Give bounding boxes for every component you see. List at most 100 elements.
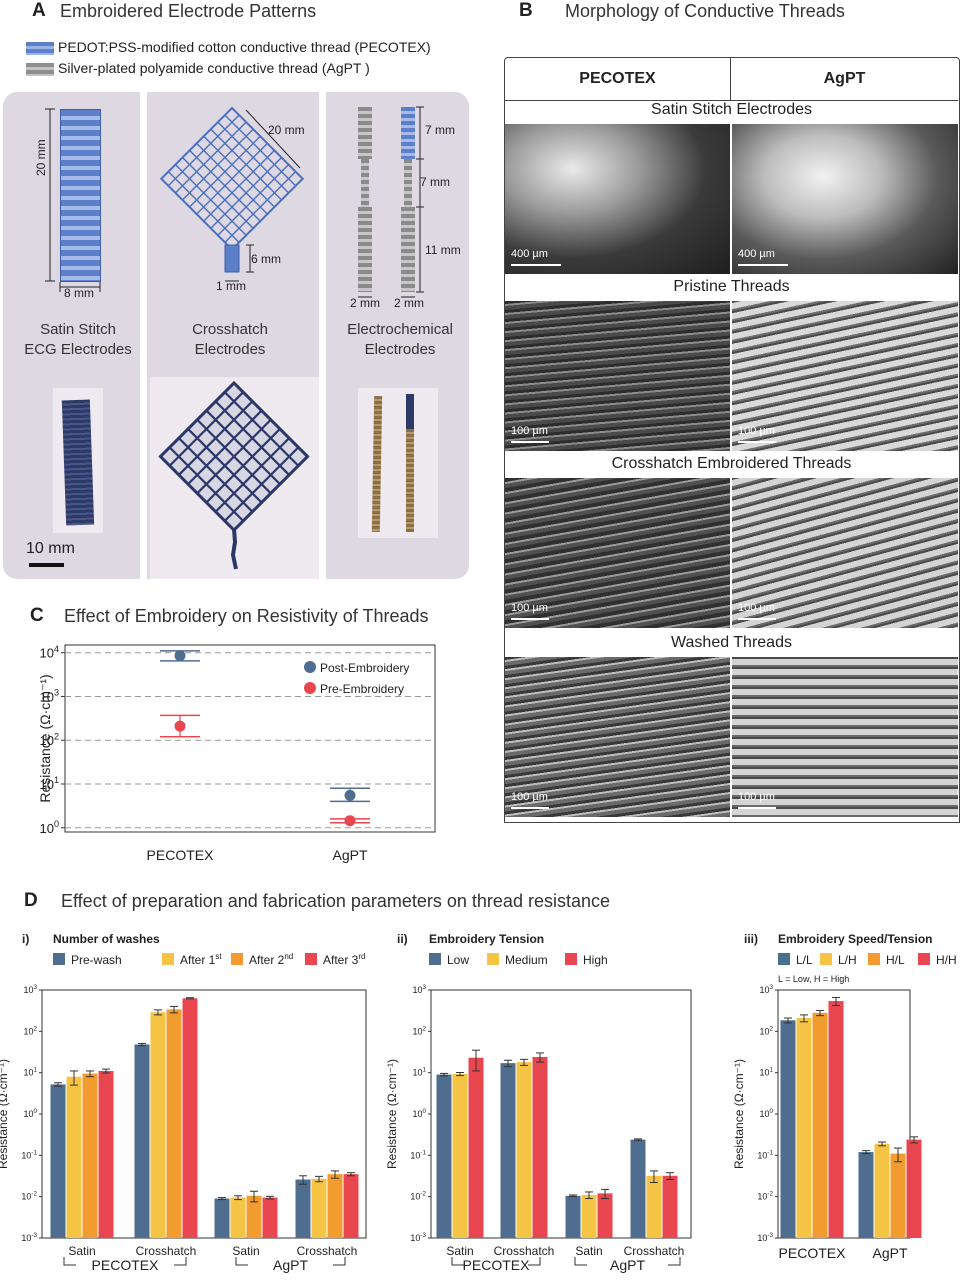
sem-image-pecotex: 100 µm xyxy=(505,301,730,451)
chart-d-i-bar xyxy=(50,1084,66,1238)
panel-d-label: D xyxy=(24,890,38,911)
sem-scale-label: 400 µm xyxy=(511,248,548,260)
chart-d-ii-ytick-label: 10-3 xyxy=(410,1232,426,1243)
crosshatch-stem-width-label: 1 mm xyxy=(216,279,246,293)
chart-d-ii-bar xyxy=(516,1062,532,1238)
pecotex-legend-text: PEDOT:PSS-modified cotton conductive thr… xyxy=(58,39,431,55)
panel-d-iii-note: L = Low, H = High xyxy=(778,974,850,984)
chart-d-iii-ytick-label: 100 xyxy=(759,1108,773,1119)
chart-d-iii-legend-swatch xyxy=(918,953,930,965)
chart-d-ii-group-bracket xyxy=(528,1257,541,1266)
chart-d-iii-legend-swatch xyxy=(778,953,790,965)
crosshatch-caption: Crosshatch Electrodes xyxy=(160,320,300,360)
chart-d-ii-bar xyxy=(500,1063,516,1238)
crosshatch-caption-line1: Crosshatch xyxy=(192,321,268,338)
chart-c-point xyxy=(344,789,356,801)
chart-c-legend-marker xyxy=(304,682,316,694)
chart-c-frame xyxy=(64,644,436,833)
satin-height-label: 20 mm xyxy=(34,139,48,176)
sem-scale-label: 100 µm xyxy=(738,425,775,437)
chart-d-ii-ytick-label: 102 xyxy=(412,1025,426,1036)
crosshatch-electrode-photo xyxy=(150,377,319,579)
chart-d-iii-ytick-label: 10-3 xyxy=(757,1232,773,1243)
chart-d-iii-legend-label: L/H xyxy=(838,953,857,967)
panel-b-header-divider xyxy=(730,58,731,100)
panel-a-title: Embroidered Electrode Patterns xyxy=(60,1,317,21)
chart-d-ii-bar xyxy=(436,1074,452,1238)
panel-d-i-title: Number of washes xyxy=(53,932,160,946)
panel-b-label: B xyxy=(519,0,533,21)
chart-d-iii-bar xyxy=(812,1012,828,1238)
sem-scale-bar xyxy=(511,264,561,266)
chart-d-iii-bar xyxy=(874,1143,890,1238)
chart-d-ii-group-label: PECOTEX xyxy=(463,1257,531,1273)
chart-c-xtick-label: PECOTEX xyxy=(147,847,215,863)
panel-d-ii-title: Embroidery Tension xyxy=(429,932,545,946)
chart-d-i-ytick-label: 103 xyxy=(23,984,37,995)
chart-d-i-legend-label: After 3rd xyxy=(323,952,365,967)
sem-scale-label: 100 µm xyxy=(738,602,775,614)
crosshatch-caption-line2: Electrodes xyxy=(194,341,266,358)
sem-divider xyxy=(730,657,732,817)
chart-d-i-bar xyxy=(82,1073,98,1238)
satin-width-label: 8 mm xyxy=(64,286,94,300)
chart-d-ii-legend-swatch xyxy=(487,953,499,965)
sem-scale-bar xyxy=(511,618,549,620)
ec-electrode-gray-schematic xyxy=(358,107,372,292)
sem-scale-bar xyxy=(738,618,776,620)
chart-c-xtick-label: AgPT xyxy=(332,847,367,863)
panel-b-col-left: PECOTEX xyxy=(579,70,656,87)
chart-d-ii-bar xyxy=(646,1175,662,1238)
sem-scale-label: 100 µm xyxy=(511,602,548,614)
chart-d-ii-legend-swatch xyxy=(429,953,441,965)
chart-d-ii-legend-label: High xyxy=(583,953,608,967)
sem-image-pecotex: 100 µm xyxy=(505,478,730,628)
chart-d-iii-xtick-label: PECOTEX xyxy=(779,1245,847,1261)
sem-image-agpt: 100 µm xyxy=(732,301,958,451)
chart-d-ii-bar xyxy=(565,1195,581,1238)
chart-d-ii-bar xyxy=(581,1194,597,1238)
chart-d-i-group-bracket xyxy=(333,1257,346,1266)
satin-electrode-photo xyxy=(53,388,103,533)
chart-d-ii-ytick-label: 100 xyxy=(412,1108,426,1119)
chart-d-i-bar xyxy=(66,1076,82,1238)
chart-d-ii-xtick-label: Crosshatch xyxy=(494,1244,555,1258)
chart-d-i-ytick-label: 101 xyxy=(23,1067,37,1078)
chart-d-ii-bar xyxy=(597,1193,613,1238)
chart-c-legend-label: Pre-Embroidery xyxy=(320,682,404,696)
sem-scale-bar xyxy=(738,807,776,809)
chart-d-i-legend-label: After 2nd xyxy=(249,952,293,967)
chart-d-i-ylabel: Resistance (Ω·cm⁻¹) xyxy=(0,1059,10,1169)
ec-bottom-label: 11 mm xyxy=(425,243,461,257)
ec-dimension-lines xyxy=(358,106,424,298)
chart-d-iii-legend-swatch xyxy=(820,953,832,965)
chart-c-ytick-label: 101 xyxy=(39,775,59,792)
chart-d-ii-bar xyxy=(468,1057,484,1238)
panel-c-title: Effect of Embroidery on Resistivity of T… xyxy=(64,606,429,626)
chart-d-i-bar xyxy=(98,1070,114,1238)
sem-image-pecotex: 400 µm xyxy=(505,124,730,274)
sem-scale-label: 100 µm xyxy=(511,425,548,437)
panel-d-title: Effect of preparation and fabrication pa… xyxy=(61,891,610,911)
agpt-legend-text: Silver-plated polyamide conductive threa… xyxy=(58,60,370,76)
chart-d-i-bar xyxy=(134,1044,150,1238)
chart-d-i-group-bracket xyxy=(63,1257,76,1266)
ec-electrode-blue-schematic xyxy=(401,107,415,292)
chart-d-ii-group-bracket xyxy=(668,1257,681,1266)
chart-d-iii-bar xyxy=(858,1152,874,1238)
satin-caption-line2: ECG Electrodes xyxy=(24,341,132,358)
satin-dimension-lines xyxy=(45,108,101,292)
ec-mid-label: 7 mm xyxy=(420,175,450,189)
panel-d-charts: 10-3 10-2 10-1 100 101 102 103 Resistance (Ω·cm… xyxy=(0,952,957,1273)
chart-d-iii-ytick-label: 101 xyxy=(759,1067,773,1078)
chart-d-ii-bar xyxy=(532,1056,548,1238)
sem-scale-label: 100 µm xyxy=(738,791,775,803)
chart-d-i-legend-swatch xyxy=(162,953,174,965)
chart-c-legend-marker xyxy=(304,661,316,673)
chart-d-i-ytick-label: 100 xyxy=(23,1108,37,1119)
sem-scale-label: 400 µm xyxy=(738,248,775,260)
chart-d-ii-group-bracket xyxy=(451,1257,464,1266)
chart-d-i-bar xyxy=(311,1178,327,1238)
chart-d-ii-ytick-label: 10-1 xyxy=(410,1149,426,1160)
chart-d-iii-ytick-label: 10-1 xyxy=(757,1149,773,1160)
